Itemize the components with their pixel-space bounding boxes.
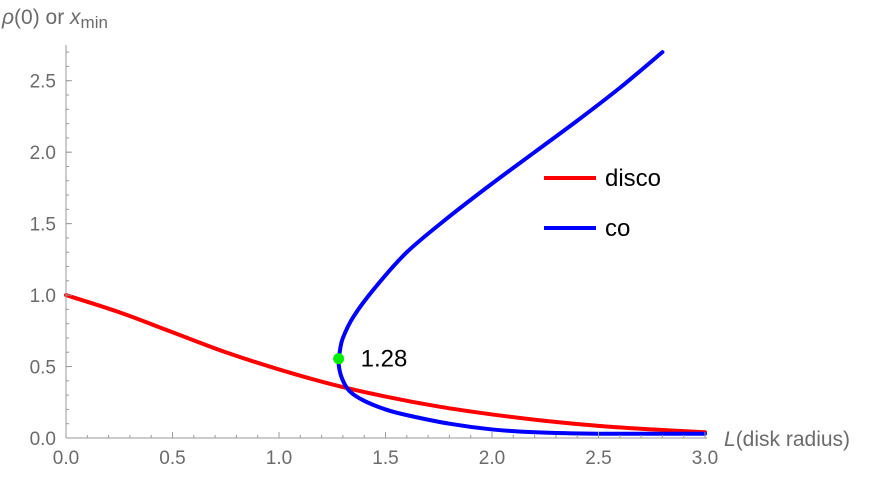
y-tick-label: 2.0 bbox=[30, 143, 56, 164]
y-tick-label: 0.0 bbox=[30, 429, 56, 450]
y-axis-label-var: x bbox=[69, 6, 82, 29]
legend-label-disco: disco bbox=[605, 165, 661, 192]
x-axis-label-var: L bbox=[724, 428, 736, 451]
y-tick-label: 1.5 bbox=[30, 215, 56, 236]
y-axis-label: ρ(0) or xmin bbox=[1, 6, 108, 32]
annotation: 1.28 bbox=[333, 346, 407, 373]
x-axis: 0.0 0.5 1.0 1.5 2.0 2.5 3.0 bbox=[53, 432, 718, 469]
plot-curves bbox=[64, 50, 707, 436]
series-line-disco bbox=[64, 293, 707, 435]
x-axis-label: L(disk radius) bbox=[724, 428, 850, 451]
x-tick-label: 2.0 bbox=[479, 448, 505, 469]
y-axis-label-text: (0) or bbox=[14, 6, 70, 29]
legend: disco co bbox=[544, 165, 661, 242]
x-tick-label: 0.0 bbox=[53, 448, 79, 469]
annotation-label: 1.28 bbox=[361, 346, 408, 373]
x-tick-label: 1.0 bbox=[266, 448, 292, 469]
x-axis-label-text: (disk radius) bbox=[736, 428, 850, 451]
y-axis: 0.0 0.5 1.0 1.5 2.0 2.5 bbox=[30, 45, 72, 450]
y-tick-label: 0.5 bbox=[30, 358, 56, 379]
legend-label-co: co bbox=[605, 215, 630, 242]
x-tick-label: 3.0 bbox=[692, 448, 718, 469]
y-tick-label: 1.0 bbox=[30, 286, 56, 307]
y-axis-label-greek: ρ bbox=[1, 6, 14, 29]
x-tick-label: 2.5 bbox=[585, 448, 611, 469]
y-axis-label-sub: min bbox=[81, 13, 108, 32]
bifurcation-point bbox=[333, 353, 345, 365]
y-tick-label: 2.5 bbox=[30, 72, 56, 93]
series-line-co bbox=[336, 50, 707, 436]
x-tick-label: 1.5 bbox=[372, 448, 398, 469]
x-tick-label: 0.5 bbox=[159, 448, 185, 469]
